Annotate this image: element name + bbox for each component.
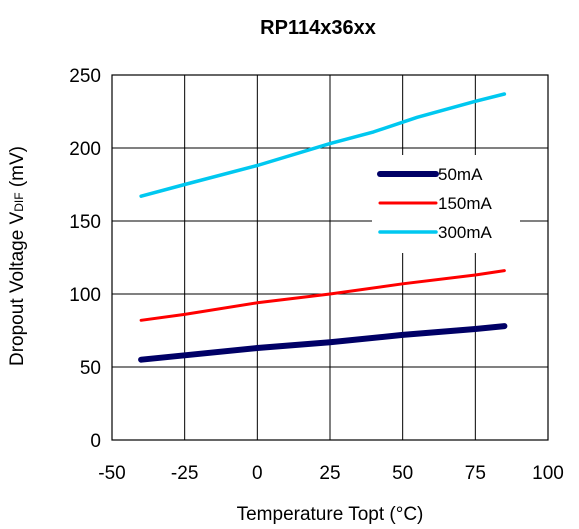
y-tick-label: 200 <box>69 139 101 160</box>
legend-label-50ma: 50mA <box>438 165 483 184</box>
x-axis-label: Temperature Topt (°C) <box>237 504 424 525</box>
series-line-300ma <box>139 92 507 198</box>
grid <box>111 74 549 441</box>
x-tick-labels: -50 -25 0 25 50 75 100 <box>98 463 564 484</box>
series-line-150ma <box>139 269 506 322</box>
legend-label-300ma: 300mA <box>438 223 493 242</box>
y-tick-label: 250 <box>69 66 101 87</box>
plot-border <box>111 74 549 441</box>
x-tick-label: 50 <box>392 463 413 484</box>
y-tick-label: 50 <box>80 358 101 379</box>
y-tick-labels: 0 50 100 150 200 250 <box>69 66 101 452</box>
y-tick-label: 100 <box>69 285 101 306</box>
x-tick-label: 25 <box>319 463 340 484</box>
series-line-50ma <box>138 323 508 363</box>
x-tick-label: 75 <box>465 463 486 484</box>
y-axis-label-unit: (mV) <box>7 146 28 192</box>
y-axis-label-main: Dropout Voltage V <box>7 211 28 366</box>
x-tick-label: 100 <box>532 463 564 484</box>
y-tick-label: 150 <box>69 212 101 233</box>
x-tick-label: -25 <box>171 463 198 484</box>
legend-label-150ma: 150mA <box>438 194 493 213</box>
x-tick-label: 0 <box>252 463 263 484</box>
chart-title: RP114x36xx <box>260 17 376 39</box>
y-axis-label: Dropout Voltage VDIF (mV) <box>7 146 28 366</box>
series-layer <box>138 92 508 363</box>
y-axis-label-subscript: DIF <box>12 192 26 211</box>
y-tick-label: 0 <box>90 431 101 452</box>
x-tick-label: -50 <box>98 463 125 484</box>
legend: 50mA 150mA 300mA <box>372 155 520 253</box>
